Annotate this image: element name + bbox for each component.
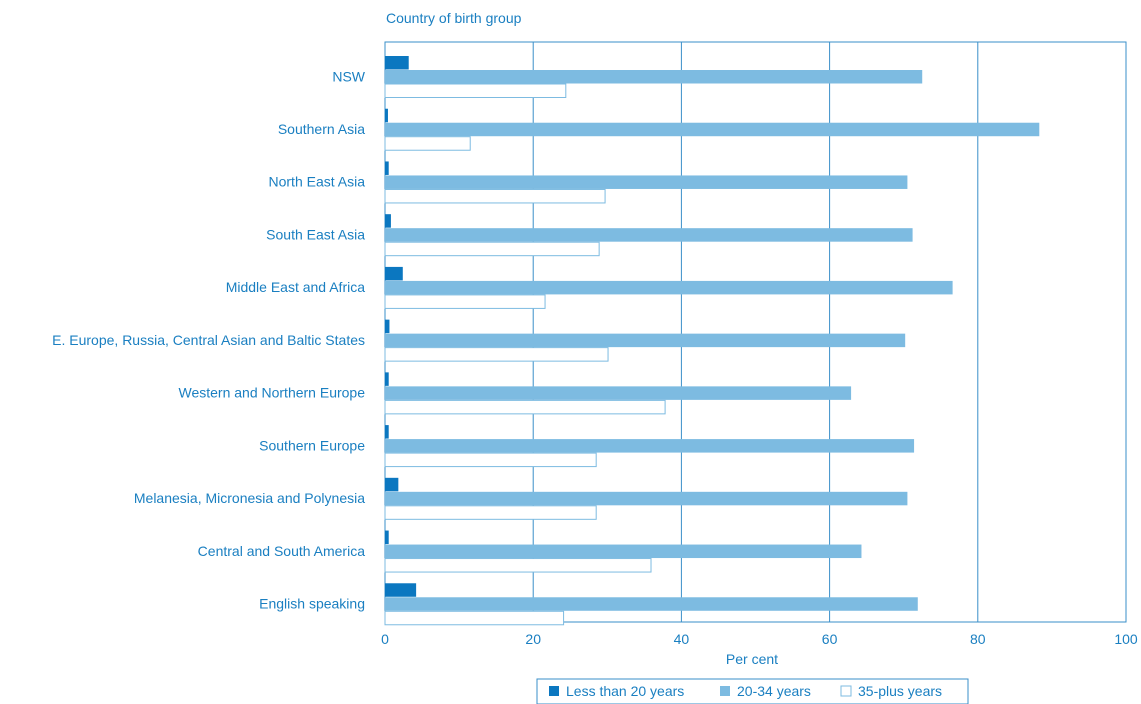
y-axis-title: Country of birth group bbox=[386, 10, 522, 26]
x-tick-label: 60 bbox=[822, 631, 838, 647]
x-tick-label: 100 bbox=[1114, 631, 1138, 647]
bar-5-3 bbox=[384, 294, 546, 309]
bar-7-3 bbox=[384, 399, 666, 415]
bar-2-3 bbox=[384, 136, 471, 151]
bar-6-1 bbox=[385, 319, 390, 334]
bar-4-1 bbox=[385, 214, 391, 228]
bar-11-2 bbox=[385, 597, 918, 611]
legend-swatch-1 bbox=[549, 686, 559, 696]
bar-10-1 bbox=[385, 530, 389, 545]
bar-9-1 bbox=[385, 477, 399, 492]
category-label: English speaking bbox=[259, 596, 365, 612]
category-label: Western and Northern Europe bbox=[178, 385, 365, 401]
x-tick-label: 0 bbox=[381, 631, 389, 647]
bar-1-3 bbox=[384, 83, 567, 98]
x-tick-label: 80 bbox=[970, 631, 986, 647]
legend-swatch-3 bbox=[840, 685, 852, 697]
bar-8-2 bbox=[385, 439, 915, 453]
bar-10-3 bbox=[384, 558, 652, 573]
bar-11-3 bbox=[384, 610, 565, 626]
x-tick-label: 20 bbox=[525, 631, 541, 647]
bar-5-1 bbox=[385, 266, 403, 281]
bar-10-2 bbox=[385, 544, 862, 559]
category-label: Middle East and Africa bbox=[226, 279, 366, 295]
category-label: E. Europe, Russia, Central Asian and Bal… bbox=[52, 332, 365, 348]
bar-3-3 bbox=[384, 188, 606, 204]
legend-swatch-2 bbox=[720, 686, 730, 696]
category-label: Central and South America bbox=[198, 543, 366, 559]
category-label: North East Asia bbox=[269, 174, 366, 190]
x-axis-label: Per cent bbox=[726, 651, 778, 667]
bar-9-2 bbox=[385, 491, 908, 506]
bar-7-2 bbox=[385, 386, 852, 400]
bar-8-3 bbox=[384, 452, 597, 468]
bar-9-3 bbox=[384, 505, 597, 520]
category-label: Melanesia, Micronesia and Polynesia bbox=[134, 490, 365, 506]
bar-2-1 bbox=[385, 108, 388, 123]
bar-7-1 bbox=[385, 372, 389, 386]
bar-4-3 bbox=[384, 241, 600, 257]
bar-1-2 bbox=[385, 70, 923, 84]
legend-label-1: Less than 20 years bbox=[566, 683, 684, 699]
bar-3-1 bbox=[385, 161, 389, 175]
bar-8-1 bbox=[385, 425, 389, 439]
bar-2-2 bbox=[385, 122, 1040, 137]
bar-6-2 bbox=[385, 333, 906, 348]
legend-label-2: 20-34 years bbox=[737, 683, 811, 699]
category-label: South East Asia bbox=[266, 226, 365, 242]
category-label: Southern Europe bbox=[259, 437, 365, 453]
bar-4-2 bbox=[385, 228, 913, 242]
x-tick-label: 40 bbox=[674, 631, 690, 647]
legend-box bbox=[536, 678, 969, 704]
legend-label-3: 35-plus years bbox=[858, 683, 942, 699]
bar-6-3 bbox=[384, 347, 609, 362]
bar-1-1 bbox=[385, 56, 409, 70]
category-label: NSW bbox=[332, 68, 365, 84]
bar-11-1 bbox=[385, 583, 417, 597]
bar-3-2 bbox=[385, 175, 908, 189]
bar-5-2 bbox=[385, 280, 953, 295]
category-label: Southern Asia bbox=[278, 121, 365, 137]
